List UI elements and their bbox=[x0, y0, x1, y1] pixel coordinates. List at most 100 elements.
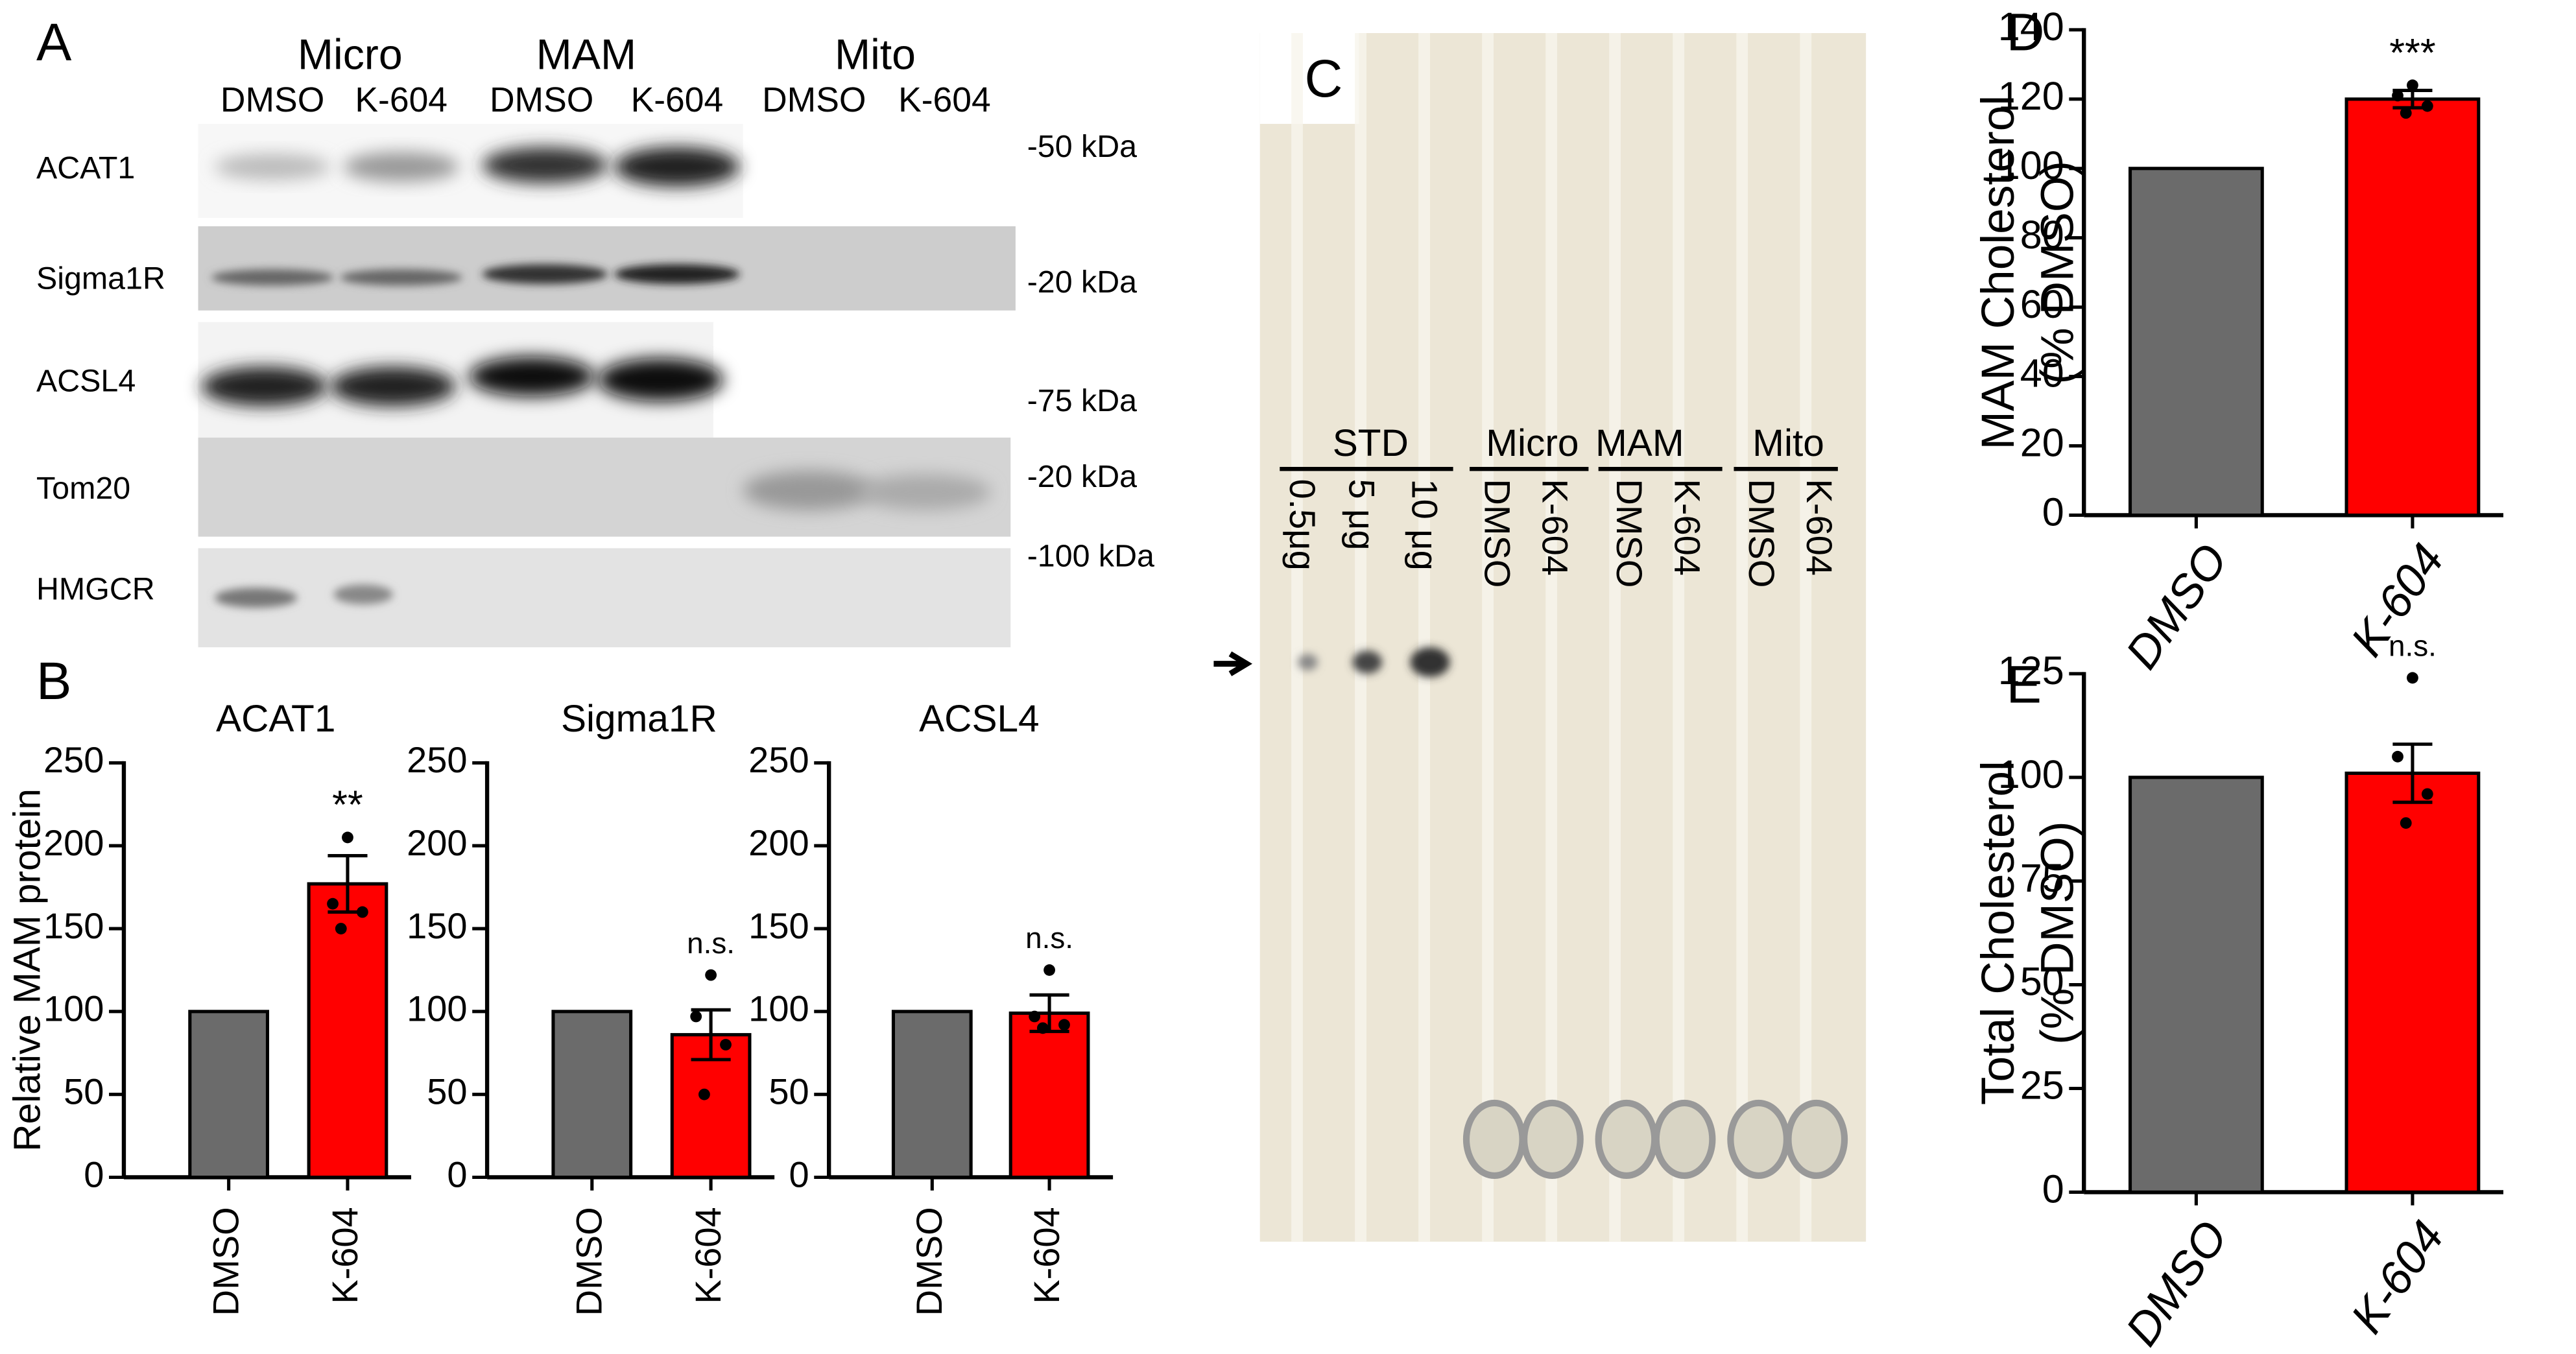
tlc-lane: 0.5μg bbox=[1282, 479, 1323, 570]
tlc-well bbox=[1595, 1099, 1658, 1180]
tlc-lane: K-604 bbox=[1799, 479, 1840, 575]
data-point bbox=[342, 831, 353, 844]
tlc-group: Mito bbox=[1752, 422, 1824, 464]
y-tick-label: 80 bbox=[2020, 213, 2064, 257]
bar bbox=[2344, 771, 2481, 1194]
y-tick-label: 25 bbox=[2020, 1063, 2064, 1108]
data-point bbox=[2407, 79, 2418, 91]
tlc-well bbox=[1785, 1099, 1848, 1180]
x-tick-label: K-604 bbox=[687, 1207, 728, 1303]
label-box bbox=[1259, 33, 1359, 125]
tlc-lane: K-604 bbox=[1535, 479, 1576, 575]
x-tick-label: K-604 bbox=[324, 1207, 365, 1303]
blot-lane: DMSO bbox=[762, 81, 866, 119]
tlc-plate bbox=[1213, 33, 1866, 1242]
band bbox=[482, 264, 608, 285]
y-tick-label: 0 bbox=[2042, 1167, 2064, 1211]
blot-lane: K-604 bbox=[898, 81, 991, 119]
y-tick-label: 50 bbox=[427, 1071, 467, 1111]
data-point bbox=[327, 897, 339, 910]
blot-images bbox=[198, 124, 1016, 648]
y-tick-label: 100 bbox=[748, 988, 809, 1029]
blot-group: MAM bbox=[536, 31, 636, 79]
y-tick-label: 120 bbox=[1998, 74, 2064, 118]
y-tick-label: 50 bbox=[2020, 960, 2064, 1004]
blot-group: Mito bbox=[835, 31, 916, 79]
chart-title: ACSL4 bbox=[919, 698, 1040, 740]
blot-strip bbox=[198, 226, 1016, 311]
error-bar bbox=[691, 1008, 731, 1062]
blot-marker: -20 kDa bbox=[1027, 265, 1137, 300]
lane-track bbox=[1673, 33, 1685, 1242]
y-tick-label: 0 bbox=[789, 1154, 809, 1194]
band bbox=[215, 588, 298, 608]
tlc-spot bbox=[1298, 654, 1318, 671]
y-tick-label: 100 bbox=[1998, 143, 2064, 187]
bar bbox=[307, 882, 388, 1180]
x-tick-label: DMSO bbox=[205, 1207, 246, 1316]
y-tick-label: 250 bbox=[748, 739, 809, 780]
x-tick-label: K-604 bbox=[2341, 1212, 2454, 1343]
tlc-lane: K-604 bbox=[1667, 479, 1708, 575]
y-tick-label: 140 bbox=[1998, 5, 2064, 49]
lane-track bbox=[1355, 33, 1366, 1242]
significance: n.s. bbox=[687, 927, 735, 960]
lane-track bbox=[1291, 33, 1303, 1242]
y-tick-label: 0 bbox=[447, 1154, 467, 1194]
tlc-group: Micro bbox=[1486, 422, 1579, 464]
band bbox=[482, 147, 608, 184]
band bbox=[614, 147, 740, 187]
tlc-group: STD bbox=[1333, 422, 1409, 464]
x-tick-label: K-604 bbox=[1026, 1207, 1067, 1303]
blot-row: HMGCR bbox=[36, 571, 155, 606]
data-point bbox=[1036, 1022, 1049, 1034]
bar bbox=[2344, 97, 2481, 517]
band bbox=[597, 358, 724, 401]
tlc-spot bbox=[1410, 647, 1450, 677]
blot-lane: K-604 bbox=[355, 81, 447, 119]
chart-title: Sigma1R bbox=[561, 698, 717, 740]
data-point bbox=[1044, 964, 1055, 976]
tlc-lane: DMSO bbox=[1477, 479, 1518, 588]
y-tick-label: 40 bbox=[2020, 351, 2064, 396]
y-axis-label: MAM Cholesterol bbox=[1972, 95, 2024, 450]
blot-marker: -20 kDa bbox=[1027, 459, 1137, 494]
data-point bbox=[2392, 89, 2403, 102]
y-tick-label: 150 bbox=[748, 905, 809, 946]
y-tick-label: 100 bbox=[43, 988, 104, 1029]
y-tick-label: 0 bbox=[2042, 490, 2064, 534]
tlc-lane: 5 μg bbox=[1342, 479, 1383, 550]
blot-lane: K-604 bbox=[631, 81, 724, 119]
bar bbox=[1008, 1011, 1090, 1180]
tlc-group: MAM bbox=[1595, 422, 1684, 464]
lane-track bbox=[1609, 33, 1621, 1242]
lane-track bbox=[1482, 33, 1494, 1242]
blot-row: ACSL4 bbox=[36, 364, 136, 399]
band bbox=[201, 366, 328, 407]
panel-letter: E bbox=[2007, 655, 2042, 714]
blot-lane: DMSO bbox=[221, 81, 324, 119]
tlc-spot bbox=[1352, 650, 1383, 674]
y-axis-label: Total Cholesterol bbox=[1972, 761, 2024, 1105]
band bbox=[859, 473, 991, 510]
x-tick-label: DMSO bbox=[2116, 535, 2237, 678]
data-point bbox=[2400, 107, 2412, 119]
data-point bbox=[1029, 1010, 1041, 1023]
x-tick-label: DMSO bbox=[909, 1207, 949, 1316]
blot-row: Tom20 bbox=[36, 471, 130, 506]
lane-track bbox=[1545, 33, 1558, 1242]
panel-letter: D bbox=[2007, 3, 2045, 62]
blot-marker: -75 kDa bbox=[1027, 383, 1137, 418]
blot-row: ACAT1 bbox=[36, 150, 135, 185]
data-point bbox=[356, 906, 368, 918]
tlc-well bbox=[1727, 1099, 1791, 1180]
blot-marker: -100 kDa bbox=[1027, 538, 1154, 573]
band bbox=[469, 357, 595, 397]
y-tick-label: 125 bbox=[1998, 648, 2064, 693]
band bbox=[330, 366, 456, 407]
y-tick-label: 150 bbox=[43, 905, 104, 946]
plate bbox=[1259, 33, 1866, 1242]
panel-letter: B bbox=[36, 652, 71, 711]
